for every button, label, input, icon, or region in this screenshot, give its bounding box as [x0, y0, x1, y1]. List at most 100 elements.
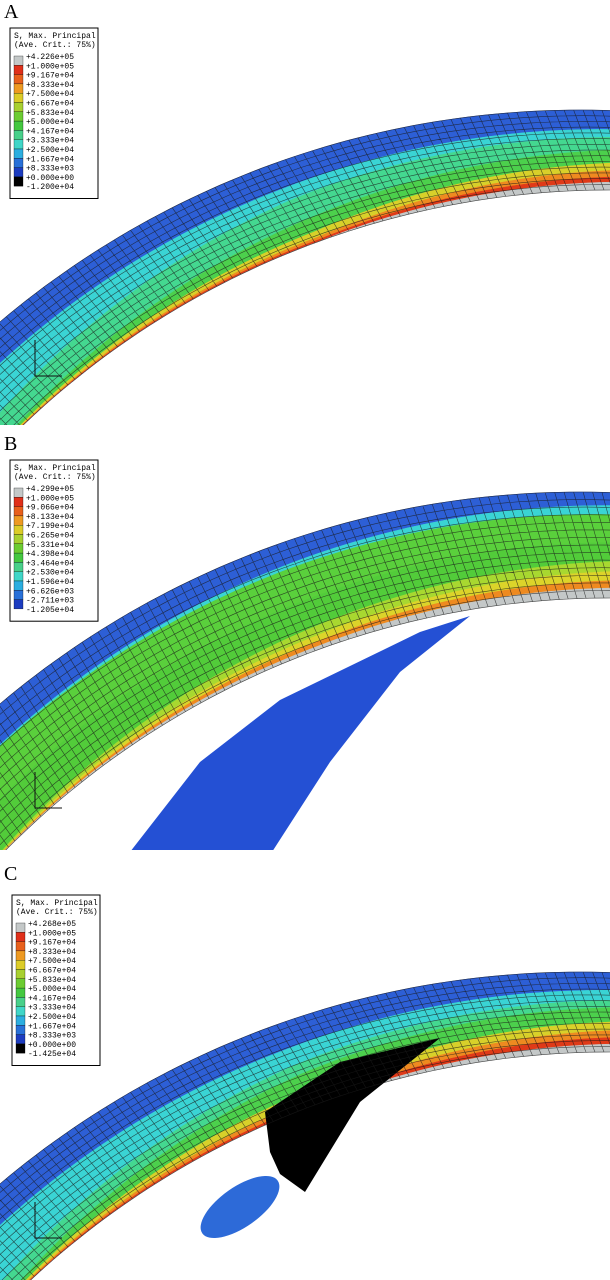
legend-swatch	[13, 515, 24, 526]
legend-value: +9.066e+04	[26, 504, 74, 513]
legend-title: (Ave. Crit.: 75%)	[14, 473, 96, 482]
legend-swatch	[15, 932, 26, 942]
legend-swatch	[15, 1043, 26, 1054]
legend-value: +8.333e+04	[26, 81, 74, 90]
legend-swatch	[13, 167, 24, 178]
panel: A S, Max. Principal(Ave. Crit.: 75%) +4.22…	[0, 1, 610, 425]
legend-value: +2.500e+04	[28, 1013, 76, 1022]
axis-triad	[34, 772, 62, 809]
legend-box	[11, 894, 101, 1066]
legend-value: -1.425e+04	[28, 1050, 76, 1059]
legend-swatch	[13, 571, 24, 582]
legend-swatch	[13, 580, 24, 591]
legend-value: +7.500e+04	[26, 90, 74, 99]
legend-value: +6.667e+04	[28, 967, 76, 976]
legend-value: +8.333e+03	[26, 165, 74, 174]
legend-swatch	[13, 487, 24, 498]
stress-region	[200, 1175, 280, 1239]
contour-plot	[0, 971, 610, 1280]
legend-swatch	[13, 534, 24, 544]
legend-value: +4.268e+05	[28, 920, 76, 929]
legend-swatch	[13, 93, 24, 103]
legend-value: +3.333e+04	[28, 1004, 76, 1013]
legend-title: S, Max. Principal	[14, 464, 96, 473]
legend-value: +6.667e+04	[26, 100, 74, 109]
mesh	[0, 971, 610, 1280]
legend-value: +1.000e+05	[26, 62, 74, 71]
legend-swatch	[13, 102, 24, 112]
legend-swatch	[13, 55, 24, 66]
legend-swatch	[15, 1025, 26, 1035]
contour-plot	[0, 491, 610, 850]
legend-value: +3.333e+04	[26, 137, 74, 146]
legend-swatch	[13, 506, 24, 517]
legend-value: +5.000e+04	[28, 985, 76, 994]
panel-label: B	[4, 433, 17, 455]
legend-value: +0.000e+00	[26, 174, 74, 183]
legend-value: +4.167e+04	[26, 127, 74, 136]
legend-value: +5.331e+04	[26, 541, 74, 550]
legend-value: +2.500e+04	[26, 146, 74, 155]
legend-value: +0.000e+00	[28, 1041, 76, 1050]
legend-swatch	[13, 139, 24, 150]
legend-value: +1.596e+04	[26, 578, 74, 587]
stress-region	[131, 616, 470, 850]
legend-value: +1.000e+05	[26, 494, 74, 503]
panel-label: A	[4, 1, 19, 23]
legend-value: +5.833e+04	[26, 109, 74, 118]
legend-swatch	[13, 176, 24, 187]
legend-value: -2.711e+03	[26, 597, 74, 606]
panel: B S, Max. Principal(Ave. Crit.: 75%) +4.29…	[0, 433, 610, 850]
legend-value: +7.500e+04	[28, 957, 76, 966]
legend-value: +1.667e+04	[28, 1022, 76, 1031]
legend-swatch	[15, 1015, 26, 1026]
legend-value: +2.530e+04	[26, 569, 74, 578]
legend-value: +9.167e+04	[28, 939, 76, 948]
axis-triad	[34, 1202, 62, 1239]
panel-label: C	[4, 863, 17, 885]
legend-value: +6.626e+03	[26, 587, 74, 596]
legend-value: +1.667e+04	[26, 155, 74, 164]
legend-value: +4.398e+04	[26, 550, 74, 559]
legend-value: +7.199e+04	[26, 522, 74, 531]
legend-value: +6.265e+04	[26, 532, 74, 541]
stress-region	[265, 1038, 440, 1192]
legend-value: +9.167e+04	[26, 72, 74, 81]
legend-swatch	[13, 120, 24, 131]
legend-title: (Ave. Crit.: 75%)	[16, 908, 98, 917]
mesh	[0, 109, 610, 425]
legend-swatch	[13, 65, 24, 75]
legend-value: -1.205e+04	[26, 606, 74, 615]
legend-box	[9, 27, 99, 199]
mesh	[0, 491, 610, 850]
legend-value: +8.133e+04	[26, 513, 74, 522]
legend-swatch	[15, 941, 26, 952]
legend-value: +5.833e+04	[28, 976, 76, 985]
legend-value: +4.167e+04	[28, 994, 76, 1003]
legend-box	[9, 459, 99, 622]
contour-plot	[0, 109, 610, 425]
legend-swatch	[13, 543, 24, 554]
legend-value: +8.333e+04	[28, 948, 76, 957]
legend-swatch	[13, 497, 24, 507]
legend-swatch	[15, 922, 26, 933]
legend-value: +8.333e+03	[28, 1032, 76, 1041]
legend-title: S, Max. Principal	[14, 32, 96, 41]
legend-swatch	[15, 969, 26, 979]
legend-value: +3.464e+04	[26, 559, 74, 568]
axis-triad	[34, 340, 62, 377]
legend-value: -1.200e+04	[26, 183, 74, 192]
legend-swatch	[13, 590, 24, 600]
legend-swatch	[15, 978, 26, 989]
legend-swatch	[13, 83, 24, 94]
legend-swatch	[15, 1034, 26, 1045]
legend-swatch	[13, 552, 24, 563]
legend-value: +5.000e+04	[26, 118, 74, 127]
legend-swatch	[15, 987, 26, 998]
legend-swatch	[15, 1006, 26, 1017]
legend-swatch	[13, 158, 24, 168]
legend-value: +4.299e+05	[26, 485, 74, 494]
legend-swatch	[15, 950, 26, 961]
legend-swatch	[15, 960, 26, 970]
legend-swatch	[13, 111, 24, 122]
